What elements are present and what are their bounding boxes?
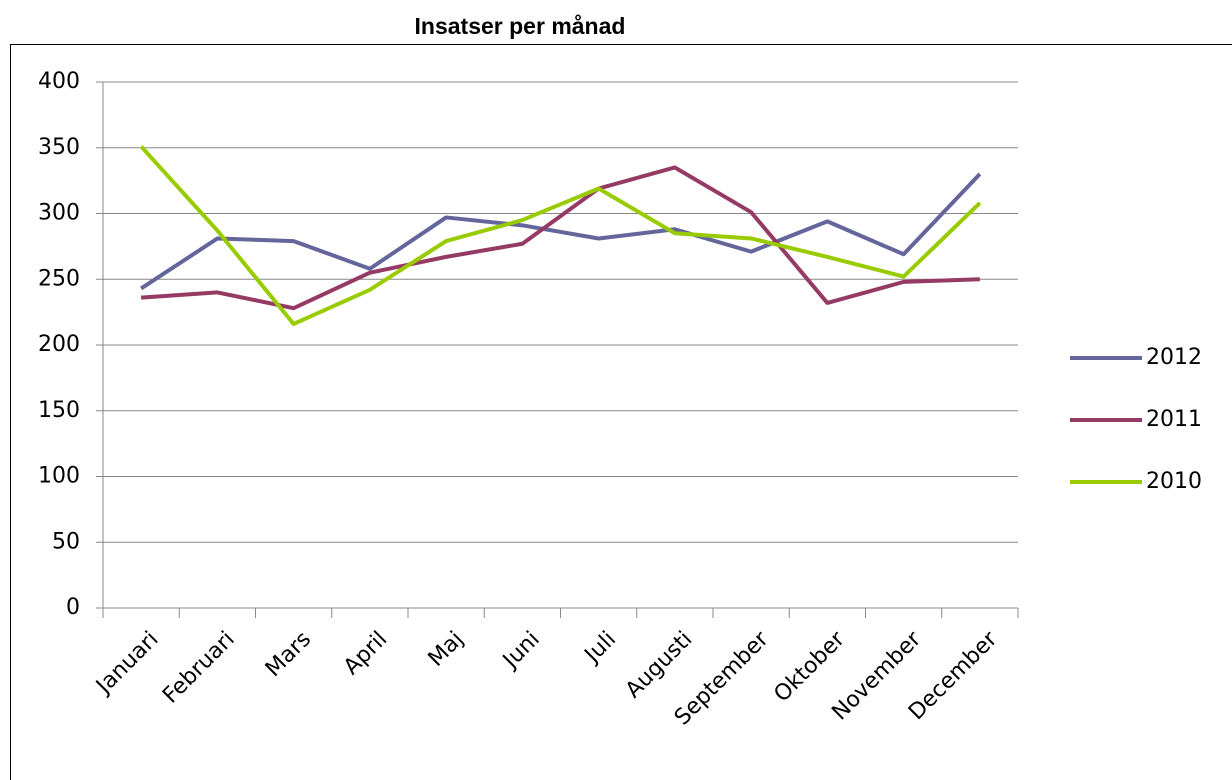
y-tick-label: 100	[38, 464, 80, 489]
legend-label: 2012	[1146, 345, 1202, 370]
y-tick-label: 0	[66, 595, 80, 620]
x-tick-label: Juni	[497, 627, 545, 675]
x-tick-label: Augusti	[621, 627, 697, 703]
x-tick-label: Mars	[261, 627, 316, 682]
chart-frame	[10, 44, 1232, 780]
x-tick-label: April	[339, 627, 392, 680]
x-tick-label: Januari	[90, 627, 163, 700]
series-line	[140, 172, 982, 291]
y-tick-label: 400	[38, 69, 80, 94]
x-tick-label: Februari	[158, 627, 240, 709]
series-line	[139, 145, 982, 326]
y-tick-label: 250	[38, 266, 80, 291]
legend-label: 2010	[1146, 469, 1202, 494]
y-tick-label: 200	[38, 332, 80, 357]
x-tick-label: Oktober	[769, 626, 850, 707]
chart-title: Insatser per månad	[415, 13, 626, 39]
legend-label: 2011	[1146, 407, 1202, 432]
y-tick-label: 150	[38, 398, 80, 423]
x-tick-label: Juli	[579, 627, 621, 669]
x-tick-label: Maj	[424, 627, 469, 672]
y-tick-label: 300	[38, 201, 80, 226]
y-tick-label: 350	[38, 135, 80, 160]
series-line	[140, 165, 980, 311]
y-tick-label: 50	[52, 529, 80, 554]
